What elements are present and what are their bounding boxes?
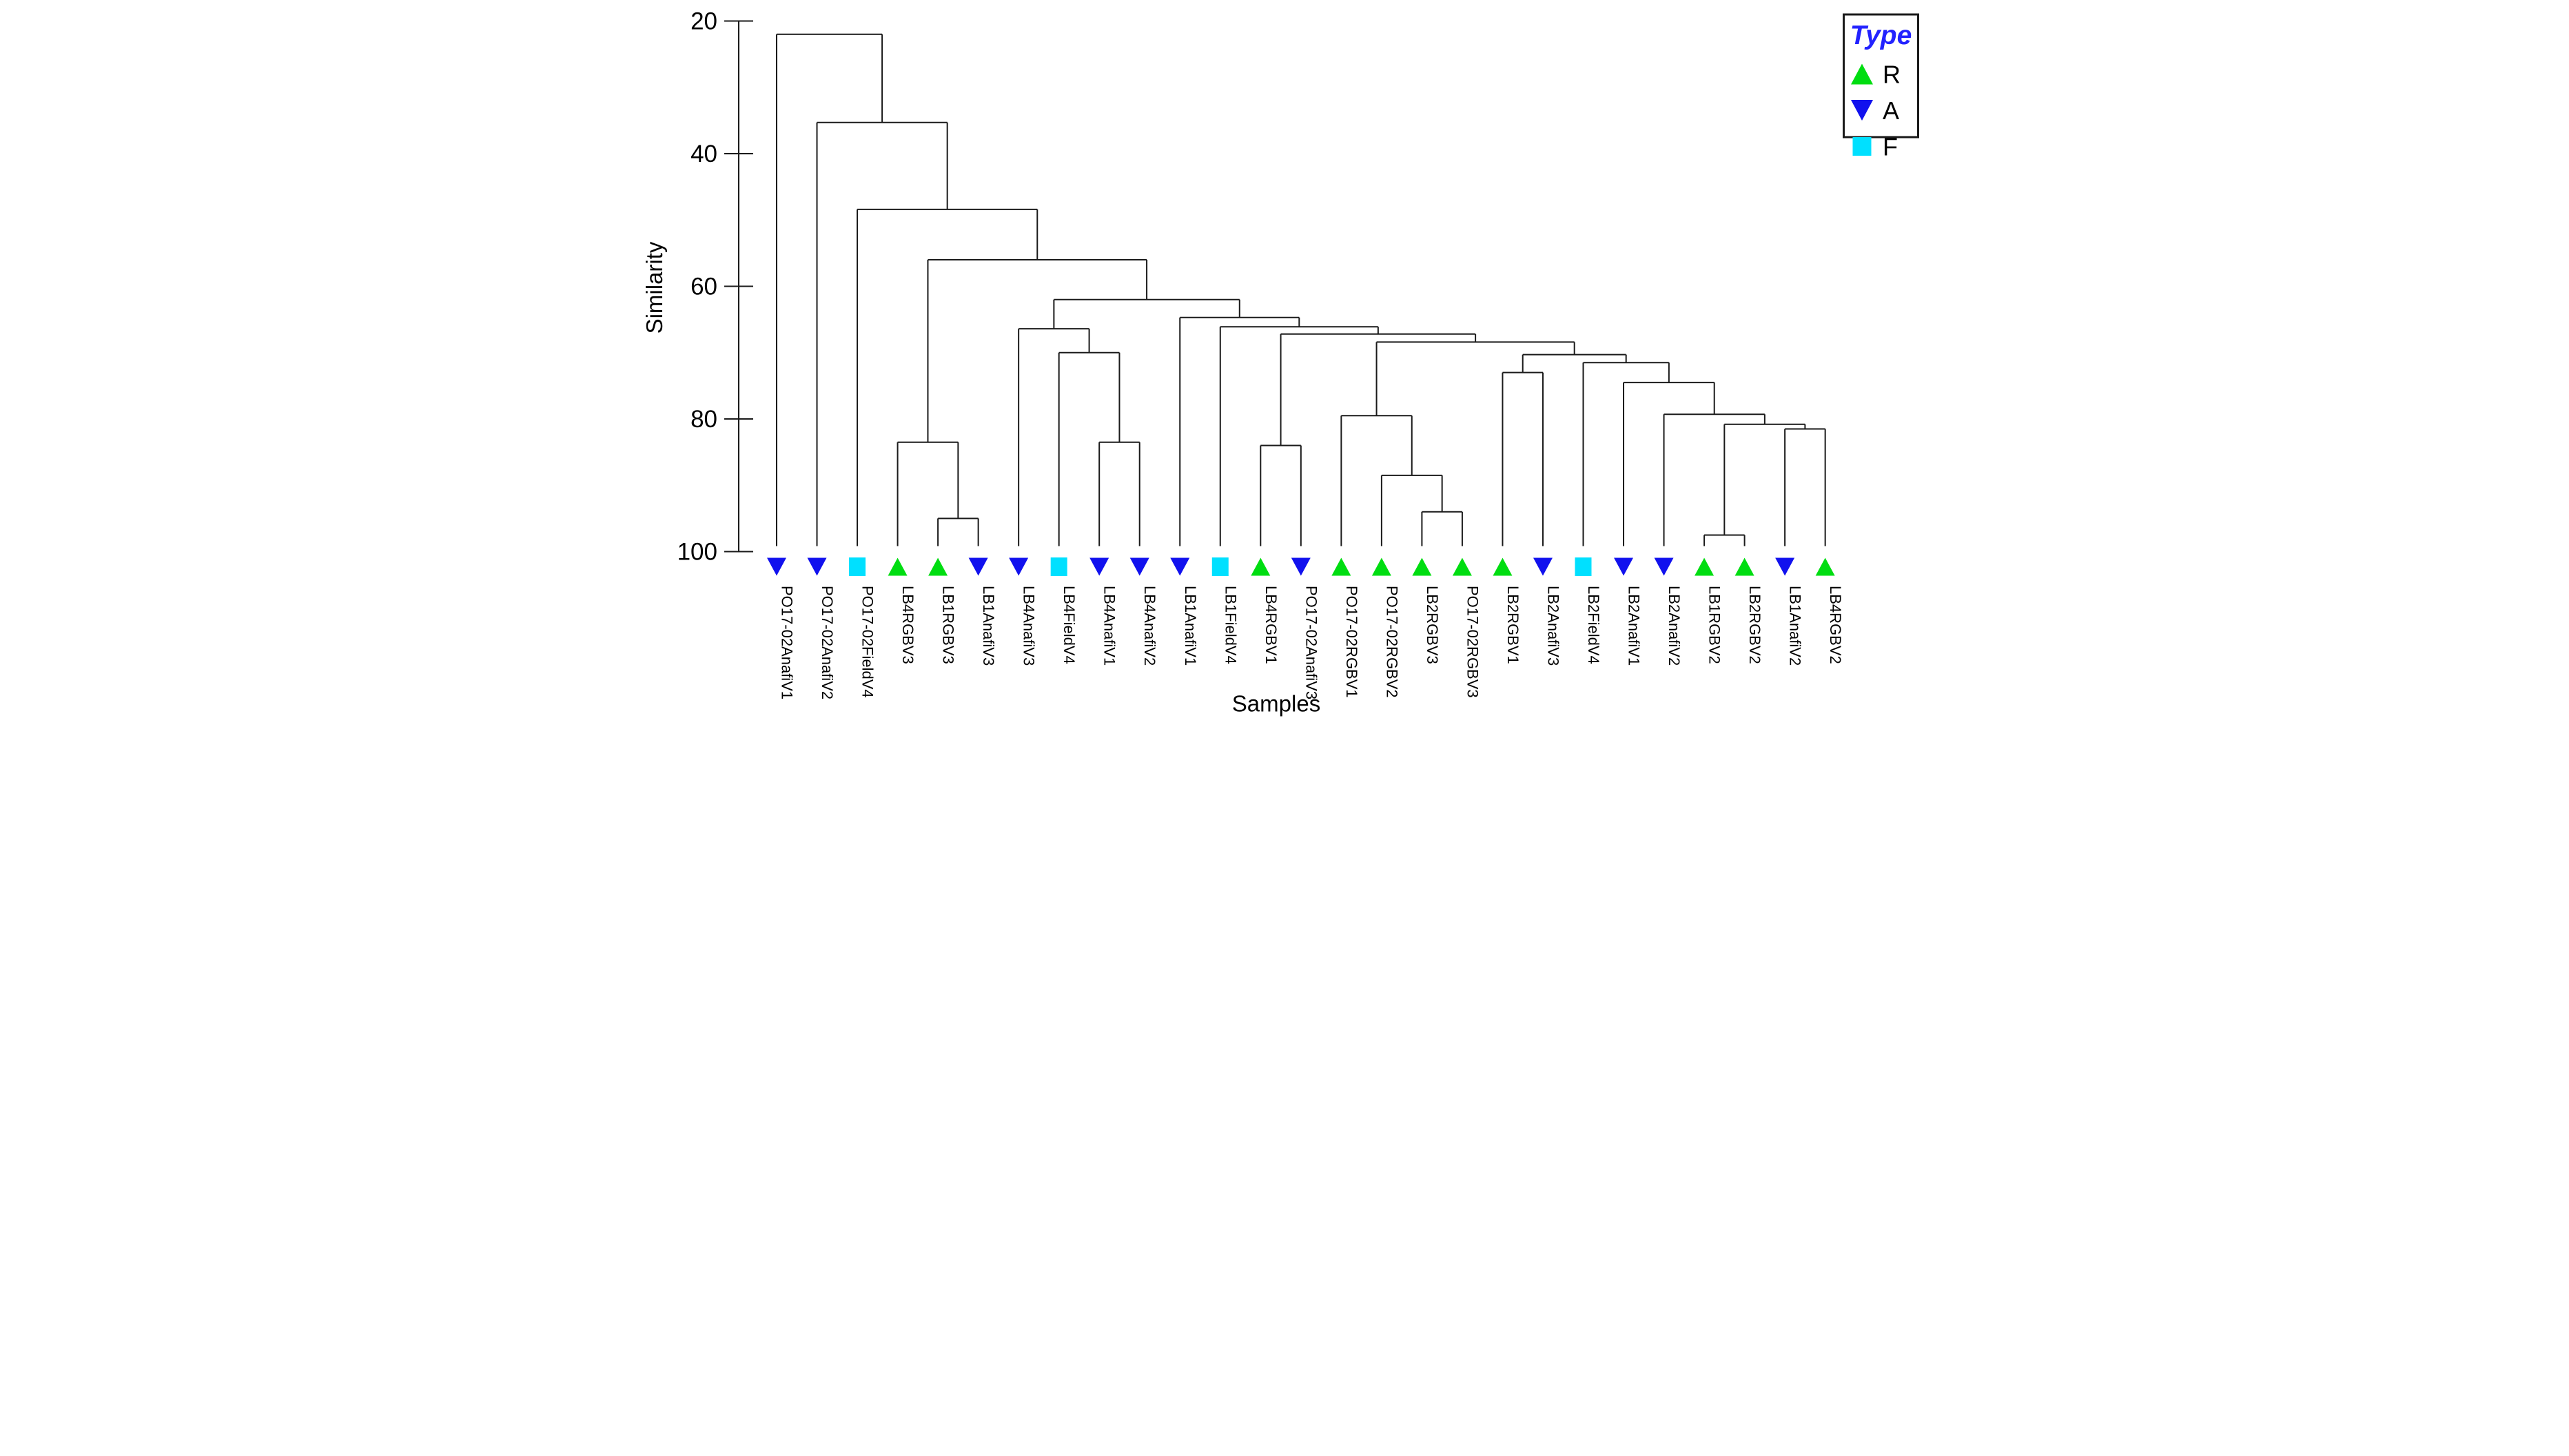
leaf-marker-triangle-down <box>1654 557 1674 576</box>
leaf-label: LB2AnafiV1 <box>1626 586 1643 666</box>
leaf-marker-triangle-down <box>807 557 827 576</box>
leaf-label: LB2RGBV3 <box>1424 586 1441 664</box>
x-axis-title: Samples <box>1232 691 1320 717</box>
leaf-marker-triangle-up <box>1734 557 1754 576</box>
leaf-label: LB4AnafiV3 <box>1021 586 1038 666</box>
dendrogram-svg: 20 40 60 80 100 PO17-02AnafiV1 PO17-02AnafiV2… <box>642 0 1927 728</box>
leaf-marker-triangle-up <box>888 557 908 576</box>
leaf-label: LB4AnafiV2 <box>1141 586 1158 666</box>
leaf-marker-triangle-down <box>1614 557 1634 576</box>
leaf-marker-triangle-down <box>767 557 786 576</box>
y-tick-label: 100 <box>677 539 717 566</box>
leaf-label: LB2RGBV2 <box>1746 586 1763 664</box>
leaf-label: PO17-02AnafiV2 <box>819 586 836 699</box>
legend-marker-square <box>1852 137 1872 156</box>
leaf-label: PO17-02FieldV4 <box>859 586 877 698</box>
leaf-marker-triangle-down <box>1009 557 1029 576</box>
leaf-label: LB1AnafiV3 <box>980 586 997 666</box>
leaf-label: LB2AnafiV2 <box>1666 586 1683 666</box>
leaf-label: LB1RGBV2 <box>1706 586 1723 664</box>
leaf-marker-square <box>849 557 866 576</box>
leaf-marker-triangle-down <box>1775 557 1795 576</box>
leaf-marker-triangle-down <box>1170 557 1190 576</box>
leaf-marker-square <box>1575 557 1592 576</box>
leaf-marker-triangle-up <box>1452 557 1472 576</box>
leaf-label: LB2RGBV1 <box>1504 586 1522 664</box>
leaf-label: PO17-02RGBV1 <box>1343 586 1360 698</box>
y-axis: 20 40 60 80 100 <box>677 8 753 566</box>
leaf-marker-triangle-up <box>1412 557 1432 576</box>
leaf-markers <box>767 557 1835 576</box>
legend-item-label: A <box>1883 96 1899 125</box>
leaf-label: LB4AnafiV1 <box>1101 586 1118 666</box>
legend-title: Type <box>1850 21 1912 50</box>
leaf-marker-triangle-down <box>1291 557 1311 576</box>
leaf-marker-triangle-down <box>1129 557 1149 576</box>
leaf-label: LB4RGBV3 <box>899 586 917 664</box>
leaf-label: LB1RGBV3 <box>940 586 957 664</box>
leaf-label: PO17-02AnafiV3 <box>1302 586 1320 699</box>
leaf-label: LB2FieldV4 <box>1585 586 1602 664</box>
legend: Type RAF <box>1843 13 1919 161</box>
leaf-label: PO17-02RGBV3 <box>1464 586 1481 698</box>
leaf-marker-triangle-up <box>1331 557 1351 576</box>
leaf-marker-triangle-down <box>968 557 988 576</box>
y-axis-title: Similarity <box>642 241 667 334</box>
leaf-label: PO17-02AnafiV1 <box>779 586 796 699</box>
leaf-marker-triangle-up <box>1251 557 1271 576</box>
leaf-marker-square <box>1050 557 1067 576</box>
leaf-label: LB2AnafiV3 <box>1544 586 1562 666</box>
y-tick-label: 20 <box>690 8 717 35</box>
y-tick-label: 80 <box>690 406 717 433</box>
leaf-label: LB1FieldV4 <box>1222 586 1239 664</box>
leaf-label: PO17-02RGBV2 <box>1383 586 1400 698</box>
dendrogram-tree <box>776 33 1826 546</box>
y-tick-label: 40 <box>690 141 717 167</box>
y-tick-label: 60 <box>690 274 717 300</box>
leaf-marker-triangle-up <box>1371 557 1391 576</box>
leaf-marker-triangle-up <box>1493 557 1513 576</box>
leaf-marker-square <box>1211 557 1229 576</box>
legend-item-label: F <box>1883 133 1898 161</box>
leaf-marker-triangle-up <box>1695 557 1715 576</box>
leaf-label: LB1AnafiV1 <box>1182 586 1199 666</box>
leaf-labels: PO17-02AnafiV1 PO17-02AnafiV2 PO17-02Field… <box>779 586 1845 699</box>
leaf-label: LB4RGBV2 <box>1827 586 1844 664</box>
legend-marker-triangle-down <box>1851 100 1873 121</box>
dendrogram-figure: 20 40 60 80 100 PO17-02AnafiV1 PO17-02AnafiV2… <box>642 0 1927 728</box>
leaf-marker-triangle-down <box>1533 557 1553 576</box>
leaf-marker-triangle-down <box>1089 557 1109 576</box>
legend-marker-triangle-up <box>1851 63 1873 85</box>
leaf-label: LB4FieldV4 <box>1061 586 1078 664</box>
legend-item-label: R <box>1883 61 1901 89</box>
leaf-label: LB1AnafiV2 <box>1787 586 1804 666</box>
leaf-marker-triangle-up <box>1815 557 1835 576</box>
leaf-marker-triangle-up <box>928 557 948 576</box>
leaf-label: LB4RGBV1 <box>1262 586 1280 664</box>
